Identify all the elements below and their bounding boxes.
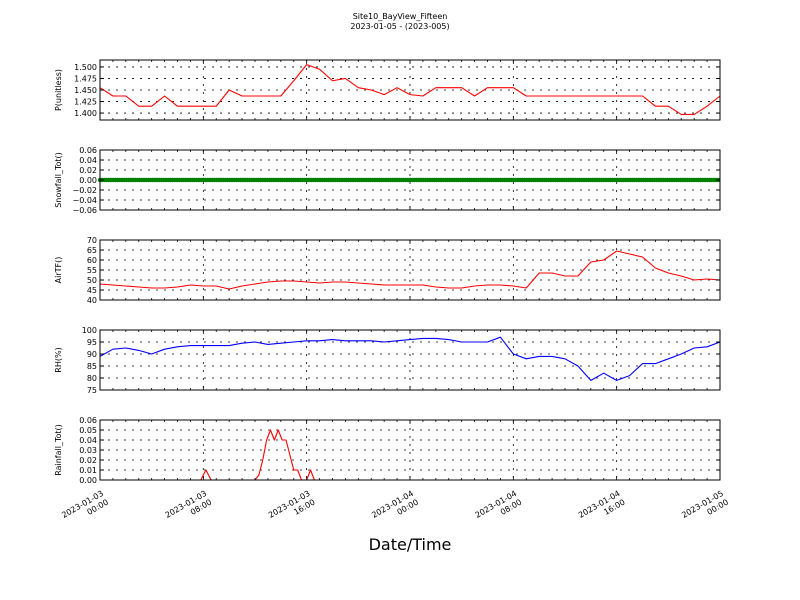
panel-4: 75 80 85 90 95 100 RH(%) bbox=[54, 326, 721, 395]
y-tick-label: 55 bbox=[87, 266, 97, 275]
y-tick-label: −0.06 bbox=[72, 206, 97, 215]
y-tick-label: 1.425 bbox=[74, 98, 97, 107]
y-tick-label: 0.05 bbox=[79, 426, 97, 435]
y-tick-label: 1.400 bbox=[74, 109, 97, 118]
y-axis-label: P(unitless) bbox=[54, 69, 63, 111]
chart-title: Site10_BayView_Fifteen bbox=[353, 12, 448, 21]
y-tick-label: 0.06 bbox=[79, 146, 97, 155]
panels: 1.400 1.425 1.450 1.475 1.500 P(unitless) −0.0… bbox=[54, 59, 721, 485]
y-tick-label: 0.00 bbox=[79, 476, 97, 485]
y-tick-label: −0.02 bbox=[72, 186, 97, 195]
y-tick-label: 1.450 bbox=[74, 86, 97, 95]
y-tick-label: 0.00 bbox=[79, 176, 97, 185]
y-axis-label: RH(%) bbox=[54, 347, 63, 372]
y-tick-label: 85 bbox=[87, 362, 97, 371]
y-tick-label: 45 bbox=[87, 286, 97, 295]
y-tick-label: 60 bbox=[87, 256, 97, 265]
y-tick-label: 40 bbox=[87, 296, 97, 305]
chart-subtitle: 2023-01-05 - (2023-005) bbox=[350, 22, 449, 31]
y-axis-label: Rainfall_Tot() bbox=[54, 424, 63, 476]
y-tick-label: 70 bbox=[87, 236, 97, 245]
y-tick-label: 75 bbox=[87, 386, 97, 395]
y-tick-label: −0.04 bbox=[72, 196, 97, 205]
y-tick-label: 0.01 bbox=[79, 466, 97, 475]
series-line bbox=[99, 64, 721, 116]
x-axis-label: Date/Time bbox=[369, 535, 452, 554]
y-axis-label: AirTF() bbox=[54, 257, 63, 284]
y-tick-label: 0.03 bbox=[79, 446, 97, 455]
y-tick-label: 1.475 bbox=[74, 74, 97, 83]
y-tick-label: 1.500 bbox=[74, 63, 97, 72]
y-tick-label: 0.06 bbox=[79, 416, 97, 425]
y-tick-label: 95 bbox=[87, 338, 97, 347]
y-tick-label: 0.02 bbox=[79, 166, 97, 175]
panel-5: 0.000.010.020.030.040.050.06 Rainfall_Tot… bbox=[54, 416, 721, 485]
y-tick-label: 65 bbox=[87, 246, 97, 255]
y-tick-label: 90 bbox=[87, 350, 97, 359]
panel-2: −0.06−0.04−0.020.000.020.040.06 Snowfall_… bbox=[54, 146, 721, 215]
y-tick-label: 100 bbox=[82, 326, 97, 335]
y-tick-label: 0.02 bbox=[79, 456, 97, 465]
series-line bbox=[99, 250, 721, 290]
series-line bbox=[99, 336, 721, 381]
y-tick-label: 50 bbox=[87, 276, 97, 285]
y-axis-label: Snowfall_Tot() bbox=[54, 152, 63, 208]
y-tick-label: 0.04 bbox=[79, 436, 97, 445]
y-tick-label: 80 bbox=[87, 374, 97, 383]
panel-1: 1.400 1.425 1.450 1.475 1.500 P(unitless) bbox=[54, 59, 721, 121]
y-tick-label: 0.04 bbox=[79, 156, 97, 165]
